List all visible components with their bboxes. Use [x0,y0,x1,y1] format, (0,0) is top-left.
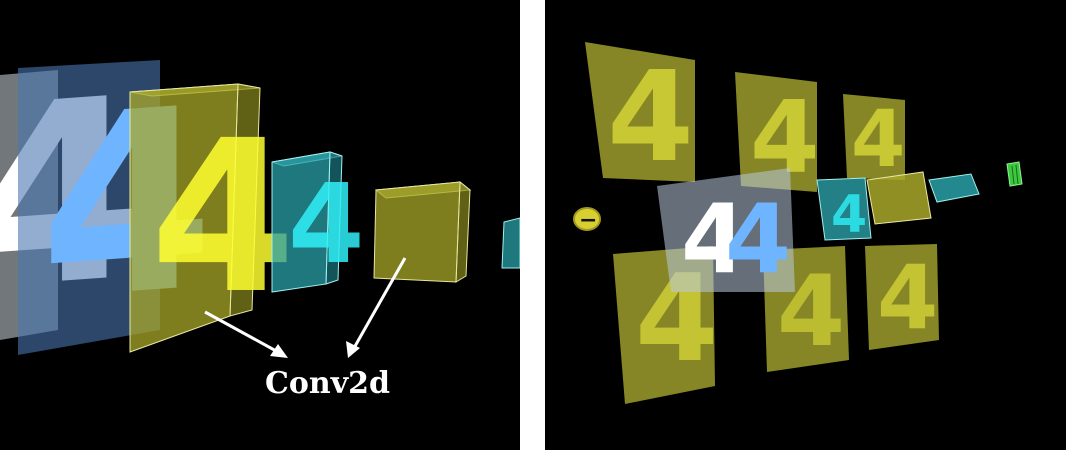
pooling-layer[interactable]: 4 [271,151,365,293]
arrow-to-conv2 [346,257,407,358]
conv-layer-small[interactable] [866,171,932,225]
feature-digit-top-1: 4 [607,45,694,190]
conv2d-layer-1[interactable]: 4 [129,83,296,353]
feature-map-bottom-2[interactable]: 4 [763,246,849,372]
conv2d-layer-2[interactable] [373,180,472,283]
dense-layer[interactable] [1006,161,1023,187]
pooling-layer-2[interactable] [501,217,520,269]
left-view-panel[interactable]: 4 4 4 4 [0,0,520,450]
input-digit-blue: 4 [725,185,791,295]
feature-digit-bottom-3: 4 [877,246,938,349]
collapse-toggle-button[interactable]: − [573,207,601,233]
input-layer[interactable]: 4 4 [657,168,795,295]
feature-digit-top-3: 4 [851,95,905,185]
left-network-scene[interactable]: 4 4 4 4 [0,0,520,450]
arrow-to-conv1 [204,310,288,358]
pool-digit: 4 [831,185,867,245]
feature-map-top-3[interactable]: 4 [843,94,905,185]
pool-layer-small[interactable] [928,173,980,203]
feature-map-top-1[interactable]: 4 [585,42,695,190]
feature-map-bottom-3[interactable]: 4 [865,244,939,350]
panel-divider [520,0,545,450]
conv2d-label: Conv2d [265,366,390,401]
minus-icon: − [579,208,597,233]
pool-layer[interactable]: 4 [816,177,872,245]
pool-feature-digit: 4 [288,160,365,288]
right-network-scene[interactable]: 4 4 4 4 4 4 4 4 [545,0,1066,450]
input-slab-blue[interactable] [18,60,160,355]
input-digit-white: 4 [681,185,747,295]
right-view-panel[interactable]: 4 4 4 4 4 4 4 4 [545,0,1066,450]
